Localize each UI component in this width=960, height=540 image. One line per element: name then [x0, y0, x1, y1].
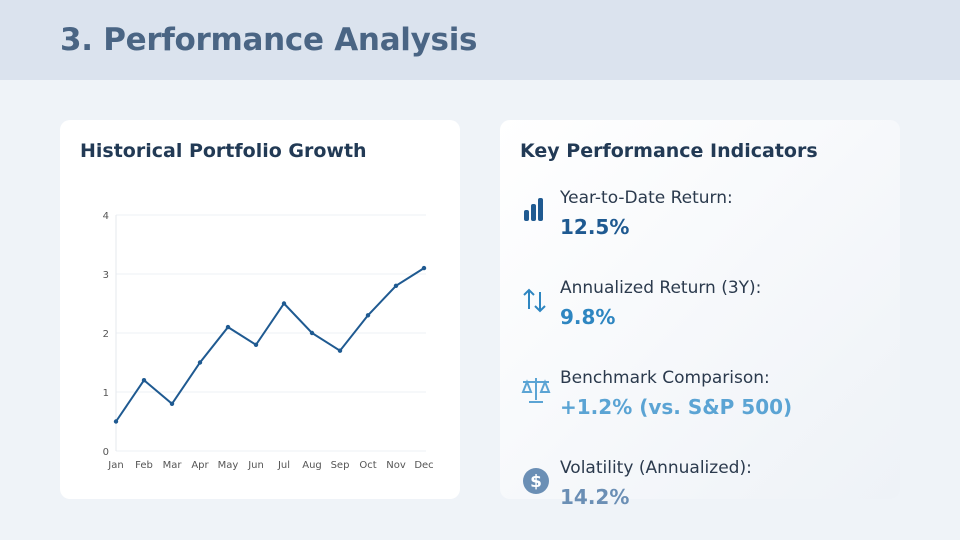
x-tick-label: Apr	[191, 460, 209, 471]
kpi-value: 14.2%	[560, 485, 630, 509]
line-chart: 0 1 2 3 4 Jan Feb Mar Apr May Jun Jul Aug Sep Oct Nov De…	[103, 211, 434, 471]
data-point	[393, 283, 399, 288]
data-point	[365, 313, 371, 318]
data-point	[113, 419, 119, 424]
x-tick-label: May	[218, 460, 239, 471]
chart-title: Historical Portfolio Growth	[80, 140, 367, 162]
x-tick-label: Jul	[277, 460, 290, 471]
kpi-label: Benchmark Comparison:	[560, 368, 770, 388]
arrows-up-down-icon	[523, 288, 546, 313]
kpi-title: Key Performance Indicators	[520, 140, 818, 162]
page-title: 3. Performance Analysis	[60, 22, 478, 58]
kpi-value: 9.8%	[560, 305, 616, 329]
chart-panel: Historical Portfolio Growth 0 1 2 3 4 Jan Feb M…	[60, 120, 460, 499]
balance-scale-icon	[521, 378, 551, 403]
x-tick-label: Dec	[414, 460, 433, 471]
data-point	[337, 348, 343, 353]
data-point	[253, 342, 259, 347]
data-point	[141, 378, 147, 383]
data-point	[421, 265, 427, 271]
kpi-panel: Key Performance Indicators Year-to-Date …	[500, 120, 900, 509]
data-point	[197, 360, 203, 365]
dollar-circle-icon: $	[523, 468, 549, 494]
data-point	[309, 330, 315, 336]
svg-text:$: $	[530, 472, 542, 492]
kpi-value: 12.5%	[560, 215, 630, 239]
kpi-label: Volatility (Annualized):	[560, 458, 752, 478]
x-tick-label: Sep	[331, 460, 350, 471]
bar-chart-icon	[524, 198, 543, 221]
x-tick-label: Jan	[107, 460, 123, 471]
y-tick-label: 0	[103, 447, 109, 458]
x-tick-label: Mar	[163, 460, 183, 471]
x-tick-label: Feb	[135, 460, 153, 471]
data-point	[281, 301, 287, 306]
x-tick-label: Aug	[302, 460, 322, 471]
x-tick-label: Nov	[386, 460, 406, 471]
y-tick-label: 2	[103, 329, 109, 340]
y-tick-label: 4	[103, 211, 109, 222]
data-point	[169, 401, 175, 406]
kpi-label: Annualized Return (3Y):	[560, 278, 762, 298]
x-tick-label: Oct	[359, 460, 376, 471]
kpi-value: +1.2% (vs. S&P 500)	[560, 395, 793, 419]
header-bar: 3. Performance Analysis	[0, 0, 960, 80]
series-line	[115, 267, 425, 423]
y-tick-label: 1	[103, 388, 109, 399]
kpi-label: Year-to-Date Return:	[560, 188, 733, 208]
data-point	[225, 324, 231, 330]
x-tick-label: Jun	[247, 460, 264, 471]
y-tick-label: 3	[103, 270, 109, 281]
